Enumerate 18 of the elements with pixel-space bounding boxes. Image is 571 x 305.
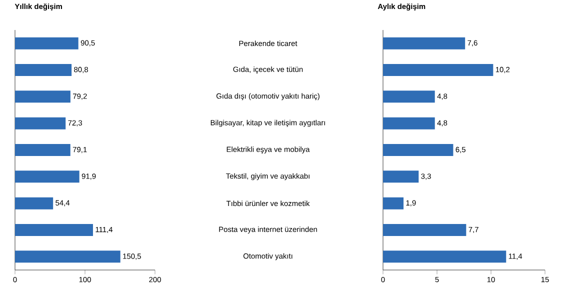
bar (15, 224, 93, 236)
bar (383, 197, 404, 210)
bar (15, 144, 70, 156)
bar (383, 170, 419, 183)
bar (15, 197, 54, 210)
bar (383, 117, 435, 130)
bar (15, 117, 66, 130)
bar (15, 90, 70, 103)
bar (15, 64, 72, 76)
bar (383, 37, 466, 50)
bar (383, 90, 435, 103)
bar (15, 37, 78, 50)
bar (383, 250, 506, 263)
bar (383, 224, 466, 236)
bar (15, 170, 80, 183)
bar (383, 144, 454, 156)
bar (383, 64, 494, 76)
bar (15, 250, 120, 263)
